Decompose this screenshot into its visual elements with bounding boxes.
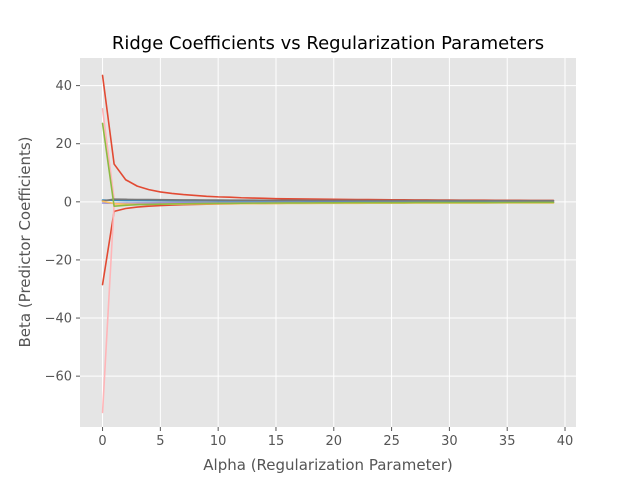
y-axis-ticks: −60 −40 −20 0 20 40 xyxy=(45,79,80,385)
y-tick-label: −40 xyxy=(45,312,72,327)
series-line-9 xyxy=(101,122,555,207)
x-tick-label: 15 xyxy=(268,434,285,449)
x-axis-label: Alpha (Regularization Parameter) xyxy=(203,456,452,474)
x-tick-label: 20 xyxy=(326,434,343,449)
x-tick-label: 30 xyxy=(441,434,458,449)
chart-title: Ridge Coefficients vs Regularization Par… xyxy=(112,33,544,54)
series-group xyxy=(101,74,555,414)
y-tick-label: 0 xyxy=(64,195,72,210)
x-tick-label: 5 xyxy=(156,434,164,449)
y-tick-label: 20 xyxy=(55,137,72,152)
series-line-6 xyxy=(101,198,555,202)
x-axis-ticks: 0 5 10 15 20 25 30 35 40 xyxy=(98,427,573,449)
y-tick-label: −20 xyxy=(45,253,72,268)
y-tick-label: 40 xyxy=(55,79,72,94)
y-axis-label: Beta (Predictor Coefficients) xyxy=(16,136,34,347)
plot-area xyxy=(80,58,576,427)
x-tick-label: 35 xyxy=(499,434,516,449)
y-tick-label: −60 xyxy=(45,370,72,385)
x-tick-label: 0 xyxy=(98,434,106,449)
x-tick-label: 40 xyxy=(557,434,574,449)
x-tick-label: 10 xyxy=(210,434,227,449)
x-tick-label: 25 xyxy=(383,434,400,449)
